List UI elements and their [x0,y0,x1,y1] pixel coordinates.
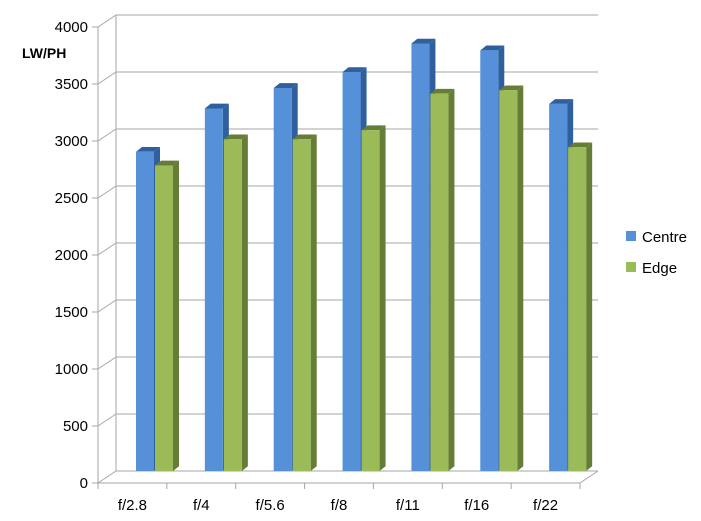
bar-edge-f/4 [223,134,248,471]
bar-side [517,85,524,471]
x-tick-label: f/5.6 [256,497,285,514]
floor-edge [579,470,599,484]
x-tick-label: f/22 [533,497,558,514]
bar-edge-f/8 [361,125,386,471]
gridline-diagonal [97,242,117,256]
gridline-diagonal [97,356,117,370]
bar-front [136,151,154,472]
y-tick-label: 4000 [55,19,88,36]
bar-front [549,103,568,472]
y-tick-label: 2000 [55,247,88,264]
bar-edge-f/22 [568,142,593,472]
bar-front [273,87,292,472]
bar-side [173,160,179,471]
bar-front [430,93,449,471]
bar-top [155,160,179,166]
bar-front [292,139,311,471]
bar-top [568,142,593,148]
x-tick-label: f/16 [464,497,489,514]
bar-side [241,134,248,471]
y-tick-label: 0 [80,475,88,492]
bar-top [292,134,317,140]
bar-front [361,130,380,471]
legend-label: Centre [642,229,687,246]
bar-top [361,125,386,131]
bar-edge-f/2.8 [155,160,179,472]
bar-side [379,125,386,471]
y-tick-label: 1500 [55,304,88,321]
bar-top [136,147,160,152]
gridline-diagonal [97,128,117,142]
gridline-diagonal [97,185,117,199]
legend: Centre Edge [626,229,687,277]
bar-side [586,142,593,471]
bar-edge-f/16 [499,85,524,472]
bar-top [273,83,298,88]
bar-top [499,85,524,91]
bar-front [568,147,587,472]
y-axis-ticks: 0 500 1000 1500 2000 2500 3000 3500 4000 [55,19,98,492]
bar-front [499,90,518,472]
y-tick-label: 3000 [55,133,88,150]
gridline-diagonal [97,14,117,28]
gridline-diagonal [97,71,117,85]
legend-label: Edge [642,260,677,277]
bar-front [155,165,173,472]
bar-front [204,108,223,471]
bar-side [310,134,317,471]
bar-front [223,139,242,471]
gridline-diagonal [97,470,117,484]
bar-front [411,43,430,471]
gridline-diagonal [97,413,117,427]
y-tick-label: 2500 [55,190,88,207]
x-axis-ticks: f/2.8 f/4 f/5.6 f/8 f/11 f/16 f/22 [97,483,581,514]
bar-side [448,88,455,472]
y-tick-label: 3500 [55,76,88,93]
bar-top [411,38,436,44]
bar-front [342,72,361,471]
y-tick-label: 1000 [55,361,88,378]
x-tick-label: f/8 [331,497,348,514]
bar-top [223,134,248,140]
legend-swatch [626,262,636,272]
x-tick-label: f/4 [193,497,210,514]
bar-front [480,50,499,472]
bar-top [342,67,367,72]
bar-edge-f/5.6 [292,134,317,471]
y-tick-label: 500 [63,418,88,435]
bar-edge-f/11 [430,88,455,472]
gridline-diagonal [97,299,117,313]
bar-top [430,88,455,94]
bar-top [549,99,574,104]
x-tick-label: f/2.8 [118,497,147,514]
bars [136,38,593,472]
bar-top [480,45,505,51]
bar-top [204,103,229,109]
y-axis-label: LW/PH [22,45,66,61]
legend-swatch [626,231,636,241]
x-tick-label: f/11 [396,497,420,514]
